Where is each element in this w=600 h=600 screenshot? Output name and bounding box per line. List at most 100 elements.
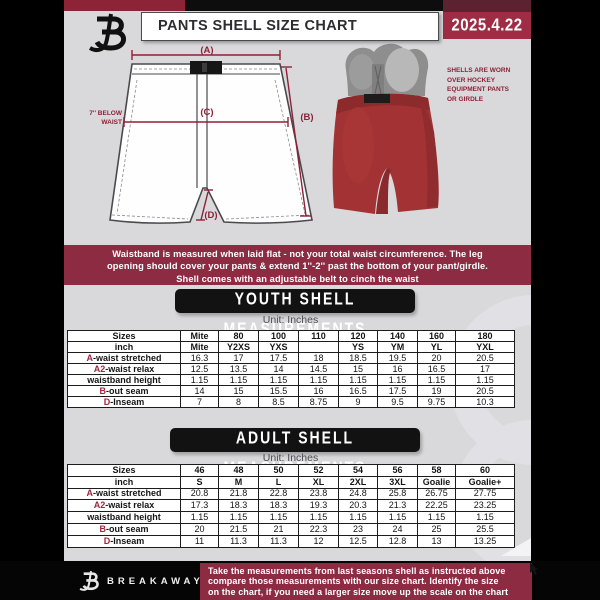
size-cell: 12 [298, 534, 339, 548]
table-row: D-Inseam 7 8 8.5 8.75 9 9.5 9.75 10.3 [67, 396, 515, 408]
page-title: PANTS SHELL SIZE CHART [158, 18, 358, 34]
size-cell: 1.15 [377, 374, 418, 386]
size-cell: 1.15 [218, 511, 259, 524]
shorts-outline [109, 63, 313, 224]
row-label: Sizes [67, 464, 181, 477]
size-cell: 19.3 [298, 499, 339, 513]
size-cell: 9.5 [377, 396, 418, 408]
adult-size-table: Sizes 46 48 50 52 54 56 58 60 inch S M L XL 2XL 3XL Goal… [67, 464, 515, 548]
size-cell: 17 [218, 352, 259, 364]
size-cell: 17.5 [258, 352, 299, 364]
size-cell: Goalie+ [455, 475, 515, 489]
table-row: Sizes 46 48 50 52 54 56 58 60 [67, 464, 515, 477]
size-cell: 21.3 [377, 499, 418, 513]
size-cell: 11.3 [258, 534, 299, 548]
cursor-icon [530, 562, 538, 575]
row-label: A2-waist relax [67, 499, 181, 513]
size-cell: 8.75 [298, 396, 339, 408]
table-row: inch Mite Y2XS YXS YS YM YL YXL [67, 341, 515, 353]
size-cell: 52 [298, 464, 339, 477]
size-cell: 23.8 [298, 487, 339, 501]
size-cell: 25.8 [377, 487, 418, 501]
size-cell: 1.15 [258, 511, 299, 524]
size-cell: YL [417, 341, 456, 353]
size-cell: 8 [218, 396, 259, 408]
size-cell: 110 [298, 330, 339, 342]
row-label: waistband height [67, 511, 181, 524]
measure-label-c: (C) [200, 107, 214, 118]
size-cell: 21.8 [218, 487, 259, 501]
size-cell: L [258, 475, 299, 489]
breakaway-logo-icon [79, 570, 99, 591]
row-label: A2-waist relax [67, 363, 181, 375]
size-cell: Goalie [417, 475, 456, 489]
size-cell: M [218, 475, 259, 489]
size-cell: 24.8 [338, 487, 378, 501]
size-cell: 24 [377, 522, 418, 536]
size-cell: 27.75 [455, 487, 515, 501]
size-cell: 2XL [338, 475, 378, 489]
youth-section-header: YOUTH SHELL MEASUREMENTS [175, 288, 415, 338]
size-cell: 1.15 [298, 374, 339, 386]
size-cell: 60 [455, 464, 515, 477]
size-cell: 16.5 [338, 385, 378, 397]
date-block: 2025.4.22 [443, 0, 531, 39]
date-badge: 2025.4.22 [443, 12, 531, 39]
size-cell: 100 [258, 330, 299, 342]
below-waist-note: 7'' BELOW WAIST [89, 110, 122, 126]
size-cell: 48 [218, 464, 259, 477]
size-cell: 80 [218, 330, 259, 342]
measurement-instructions-banner: Waistband is measured when laid flat - n… [64, 245, 531, 285]
table-row: A2-waist relax 12.5 13.5 14 14.5 15 16 16.5 17 [67, 363, 515, 375]
size-cell: Y2XS [218, 341, 259, 353]
footer-bar: BREAKAWAY Take the measurements from las… [0, 561, 600, 600]
row-label: B-out seam [67, 522, 181, 536]
content-area: 2025.4.22 PANTS SHELL SIZE CHART [64, 0, 531, 561]
footer-instructions: Take the measurements from last seasons … [200, 563, 532, 600]
size-cell: 1.15 [377, 511, 418, 524]
size-cell: 8.5 [258, 396, 299, 408]
size-cell: 13 [417, 534, 456, 548]
size-cell: 23 [338, 522, 378, 536]
size-cell: 18.5 [338, 352, 378, 364]
size-cell: 23.25 [455, 499, 515, 513]
size-cell: 15 [218, 385, 259, 397]
size-cell: 18.3 [258, 499, 299, 513]
measure-label-d: (D) [204, 210, 218, 221]
size-cell: 16.5 [417, 363, 456, 375]
size-cell: 20.5 [455, 385, 515, 397]
size-cell: 140 [377, 330, 418, 342]
size-cell: 18 [298, 352, 339, 364]
size-cell: 13.5 [218, 363, 259, 375]
table-row: A-waist stretched 20.8 21.8 22.8 23.8 24.8 25.… [67, 487, 515, 501]
size-cell: 120 [338, 330, 378, 342]
size-cell: 26.75 [417, 487, 456, 501]
size-cell: 13.25 [455, 534, 515, 548]
shell-photo-note: SHELLS ARE WORN OVER HOCKEY EQUIPMENT PA… [447, 67, 511, 103]
size-cell: 10.3 [455, 396, 515, 408]
size-cell: 1.15 [218, 374, 259, 386]
row-label: D-Inseam [67, 396, 181, 408]
size-cell: 14.5 [298, 363, 339, 375]
size-cell: 56 [377, 464, 418, 477]
size-cell: 1.15 [258, 374, 299, 386]
size-cell [298, 341, 339, 353]
table-row: Sizes Mite 80 100 110 120 140 160 180 [67, 330, 515, 342]
row-label: inch [67, 475, 181, 489]
size-cell: 25.5 [455, 522, 515, 536]
size-cell: YXS [258, 341, 299, 353]
size-cell: XL [298, 475, 339, 489]
table-row: waistband height 1.15 1.15 1.15 1.15 1.15 1.15… [67, 511, 515, 524]
size-cell: 1.15 [455, 511, 515, 524]
adult-section-header: ADULT SHELL MEASUREMENTS [170, 427, 420, 477]
size-cell: 50 [258, 464, 299, 477]
row-label: A-waist stretched [67, 487, 181, 501]
size-cell: 180 [455, 330, 515, 342]
table-row: A-waist stretched 16.3 17 17.5 18 18.5 19.5 20 2… [67, 352, 515, 364]
size-cell: 17.3 [180, 499, 219, 513]
size-cell: 7 [180, 396, 219, 408]
size-cell: 14 [258, 363, 299, 375]
measure-label-b: (B) [300, 112, 314, 123]
size-cell: 22.25 [417, 499, 456, 513]
size-cell: 9.75 [417, 396, 456, 408]
